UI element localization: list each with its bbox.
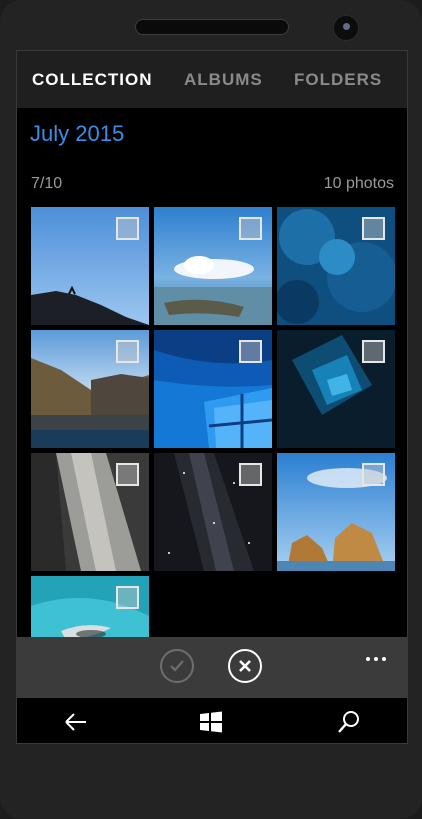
phone-speaker [135,19,289,35]
phone-camera [333,15,359,41]
photo-tile[interactable] [154,330,272,448]
close-icon [239,660,251,672]
photo-tile[interactable] [277,207,395,325]
photo-count: 10 photos [323,175,394,192]
photo-tile[interactable] [31,330,149,448]
photo-thumbnail [31,330,149,448]
cancel-button[interactable] [228,649,262,683]
ellipsis-icon [366,657,370,661]
group-title[interactable]: July 2015 [30,121,125,146]
windows-logo-icon [200,711,222,733]
photo-thumbnail [31,207,149,325]
search-icon [338,711,359,733]
photo-grid [31,207,395,637]
selection-checkbox[interactable] [239,217,262,240]
selection-checkbox[interactable] [116,217,139,240]
selection-checkbox[interactable] [116,586,139,609]
photo-tile[interactable] [31,453,149,571]
phone-screen: COLLECTION ALBUMS FOLDERS July 2015 7/10… [16,50,408,744]
photo-thumbnail [154,207,272,325]
photo-thumbnail [154,453,272,571]
tab-folders[interactable]: FOLDERS [294,70,383,89]
selection-checkbox[interactable] [362,217,385,240]
photo-tile[interactable] [154,453,272,571]
photo-thumbnail [31,453,149,571]
photo-tile[interactable] [31,576,149,637]
more-options-button[interactable] [361,649,391,669]
selection-counter: 7/10 [31,175,63,192]
photo-thumbnail [277,330,395,448]
photo-thumbnail [154,330,272,448]
selection-checkbox[interactable] [362,340,385,363]
tab-albums[interactable]: ALBUMS [184,70,263,89]
start-button[interactable] [197,708,225,736]
photo-tile[interactable] [277,330,395,448]
app-bar [17,637,407,698]
photo-tile[interactable] [154,207,272,325]
photo-thumbnail [277,453,395,571]
selection-checkbox[interactable] [116,463,139,486]
back-button[interactable] [62,708,90,736]
navigation-bar [17,698,407,743]
photo-tile[interactable] [31,207,149,325]
selection-checkbox[interactable] [239,463,262,486]
search-button[interactable] [335,708,363,736]
pivot-header: COLLECTION ALBUMS FOLDERS [17,51,407,108]
back-arrow-icon [65,713,86,731]
photo-tile[interactable] [277,453,395,571]
tab-collection[interactable]: COLLECTION [32,70,153,89]
selection-checkbox[interactable] [362,463,385,486]
photo-thumbnail [277,207,395,325]
selection-checkbox[interactable] [239,340,262,363]
accept-button[interactable] [160,649,194,683]
check-icon [170,660,184,672]
selection-checkbox[interactable] [116,340,139,363]
